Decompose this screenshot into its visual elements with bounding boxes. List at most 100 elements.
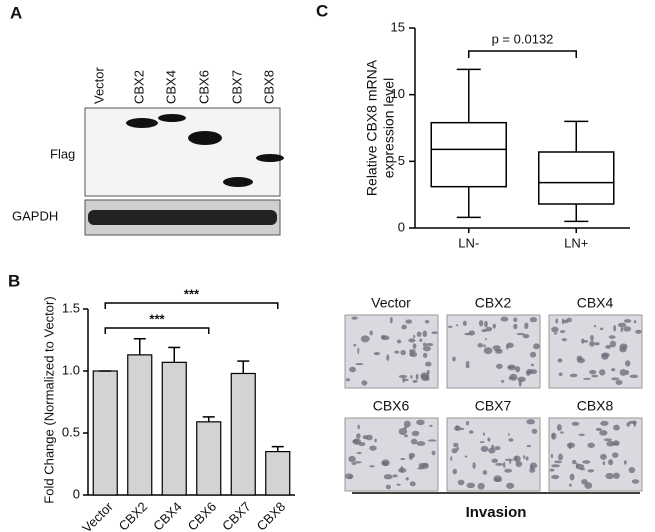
cell: [583, 377, 591, 380]
cell: [452, 468, 458, 475]
cell: [620, 326, 624, 333]
cell: [425, 361, 432, 367]
y-tick-label: 0: [73, 486, 80, 501]
x-tick-label: CBX8: [254, 499, 289, 532]
cell: [422, 462, 429, 469]
cell: [615, 379, 623, 385]
cell: [358, 441, 366, 447]
cell: [611, 452, 619, 458]
cell: [373, 352, 381, 356]
x-tick-label: Vector: [79, 498, 116, 532]
cell: [507, 433, 510, 436]
blot-bands: [88, 114, 284, 225]
cell: [606, 440, 615, 447]
cell: [608, 459, 614, 466]
cell: [491, 458, 498, 464]
cell: [487, 437, 491, 442]
cell: [453, 442, 459, 448]
cell: [562, 319, 569, 324]
cell: [595, 427, 602, 432]
cell: [451, 448, 458, 454]
cell: [602, 461, 605, 466]
annotation: ***: [149, 311, 165, 326]
x-tick-label: LN+: [564, 235, 588, 250]
y-axis-label: Fold Change (Normalized to Vector): [41, 296, 56, 503]
cell: [369, 330, 373, 336]
cell: [591, 374, 599, 378]
cell: [503, 461, 506, 469]
cell: [361, 380, 368, 386]
cell: [560, 431, 564, 434]
cell: [400, 457, 406, 461]
cell: [531, 428, 538, 434]
cell: [394, 350, 400, 354]
cell: [599, 327, 604, 331]
cell: [594, 342, 600, 346]
cell: [600, 453, 607, 460]
panel-letter: C: [316, 1, 328, 20]
cell: [481, 328, 488, 333]
cell: [589, 340, 595, 347]
cell: [466, 482, 476, 489]
cell: [555, 318, 559, 324]
cell: [560, 330, 566, 334]
cell: [369, 465, 375, 468]
cell: [484, 338, 487, 341]
cell: [504, 458, 514, 461]
y-tick-label: 15: [391, 19, 405, 34]
cell: [415, 373, 419, 380]
cell: [590, 334, 594, 342]
cell: [581, 479, 588, 485]
cell: [611, 377, 620, 381]
cell: [369, 445, 377, 451]
cell: [420, 372, 430, 380]
cell: [492, 323, 496, 329]
cell: [529, 467, 536, 473]
y-tick-label: 1.0: [62, 362, 80, 377]
cell: [611, 368, 616, 372]
image-label: CBX4: [577, 295, 614, 311]
cell: [631, 479, 640, 484]
cell: [581, 338, 585, 344]
cell: [582, 460, 591, 464]
cell: [623, 319, 632, 323]
cell: [494, 446, 501, 451]
cell: [354, 461, 362, 464]
y-tick-label: 10: [391, 86, 405, 101]
y-axis-label: Relative CBX8 mRNA: [364, 59, 380, 196]
cell: [416, 467, 425, 470]
cell: [626, 422, 631, 427]
cell: [612, 472, 620, 479]
cell: [382, 461, 385, 465]
cell: [526, 370, 531, 376]
cell: [408, 338, 416, 343]
cell: [491, 444, 495, 450]
cell: [409, 349, 416, 353]
cell: [624, 360, 631, 367]
cell: [508, 438, 514, 442]
cell: [551, 326, 559, 333]
cell: [483, 344, 486, 348]
cell: [409, 481, 416, 487]
cell: [593, 324, 597, 328]
x-tick-label: CBX7: [219, 499, 254, 532]
cell: [389, 316, 393, 324]
y-tick-label: 5: [398, 153, 405, 168]
image-label: CBX2: [475, 295, 512, 311]
cell: [605, 472, 614, 480]
cell: [351, 462, 357, 465]
cell: [360, 335, 370, 343]
cell: [447, 325, 453, 328]
cell: [515, 461, 523, 468]
cell: [550, 453, 554, 459]
y-axis-label: expression level: [381, 78, 397, 178]
cell: [495, 462, 504, 466]
cell: [345, 378, 351, 382]
cell: [412, 343, 417, 349]
cell: [506, 342, 514, 348]
cell: [427, 439, 437, 442]
cell: [529, 462, 538, 469]
cell: [464, 455, 468, 458]
cell: [554, 332, 558, 335]
